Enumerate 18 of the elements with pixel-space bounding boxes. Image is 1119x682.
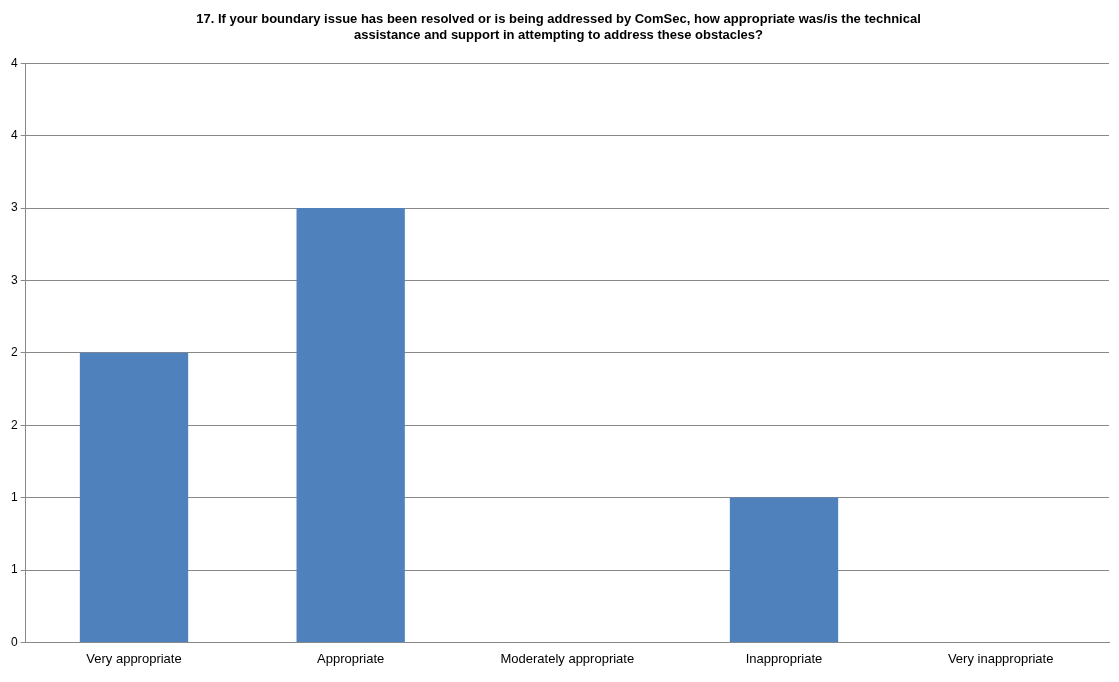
- y-tick-label: 4: [10, 127, 18, 142]
- x-tick-label: Very inappropriate: [947, 650, 1054, 666]
- x-tick-label: Very appropriate: [86, 650, 182, 666]
- y-tick-label: 1: [10, 562, 18, 577]
- chart-title: 17. If your boundary issue has been resolved or is being addressed by ComSec, how appropriate was/is the technical assistance and support in attempting to address these obstacles?: [196, 11, 921, 42]
- y-tick-label: 3: [10, 272, 18, 287]
- bar: [79, 352, 189, 642]
- y-tick-label: 2: [10, 417, 18, 432]
- y-tick-label: 0: [10, 634, 18, 649]
- x-tick-label: Moderately appropriate: [500, 650, 635, 666]
- x-tick-label: Appropriate: [317, 650, 385, 666]
- y-tick-label: 1: [10, 489, 18, 504]
- y-tick-label: 4: [10, 55, 18, 70]
- y-tick-label: 2: [10, 345, 18, 360]
- bar: [296, 208, 405, 642]
- y-tick-label: 3: [10, 200, 18, 215]
- bar: [729, 497, 839, 642]
- x-tick-label: Inappropriate: [745, 650, 823, 666]
